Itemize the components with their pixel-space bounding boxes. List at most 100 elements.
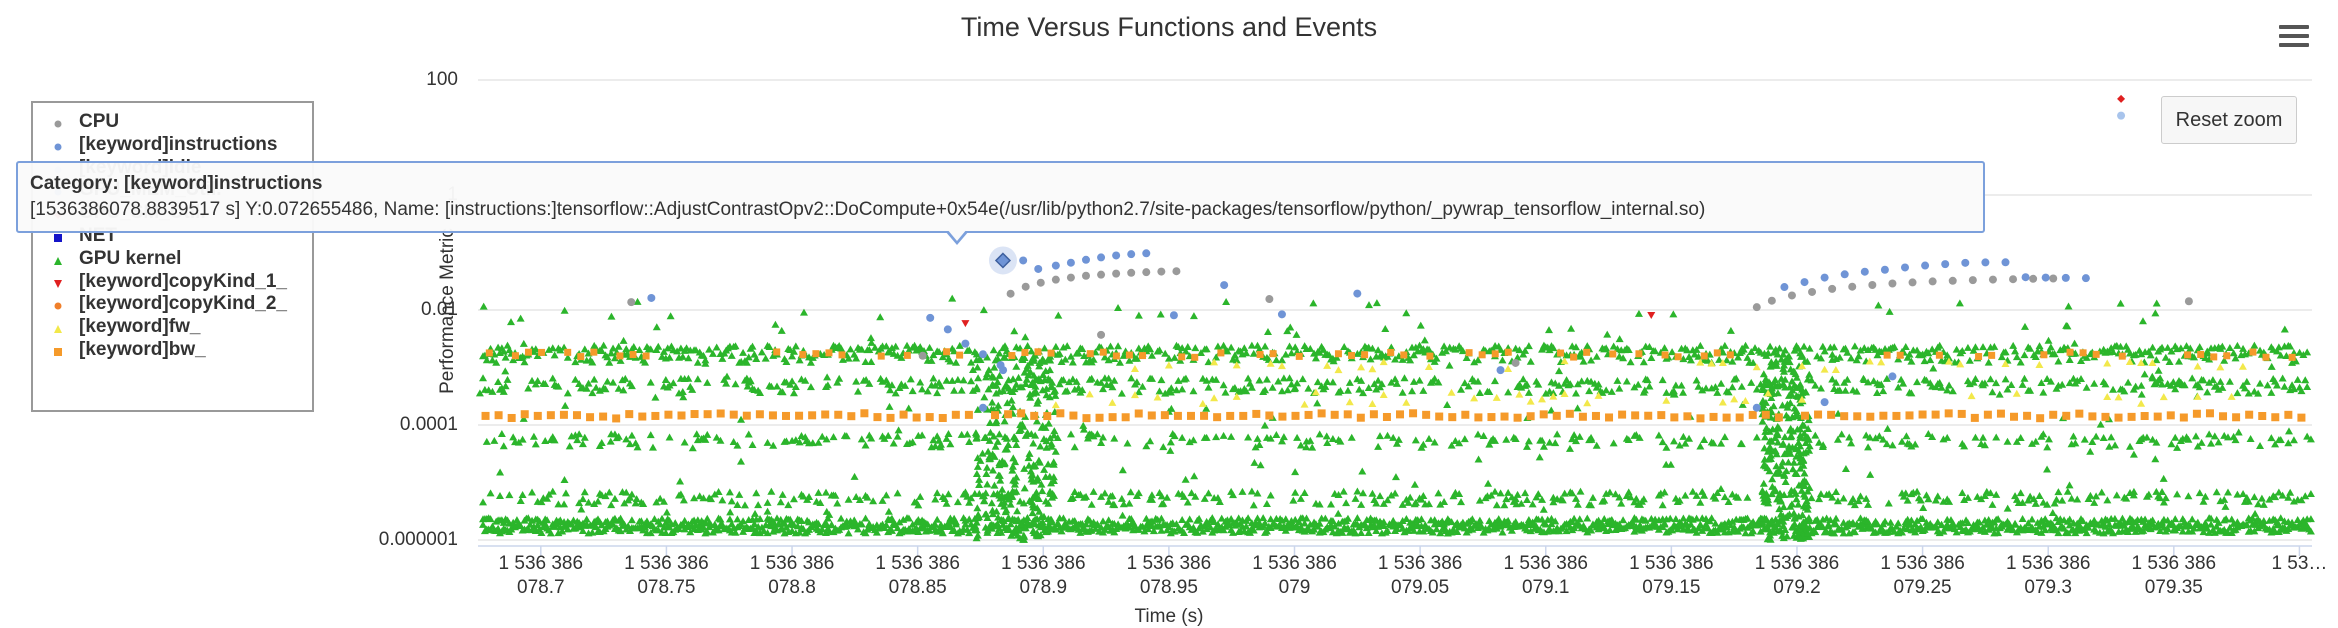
gpu-kernel-point: [1479, 431, 1488, 439]
bw-point: [1487, 413, 1496, 422]
gpu-kernel-point: [844, 354, 853, 362]
legend-item[interactable]: [keyword]instructions: [51, 134, 277, 156]
hamburger-menu-icon[interactable]: [2279, 25, 2309, 49]
gpu-kernel-point: [1504, 516, 1513, 524]
gpu-kernel-point: [1372, 499, 1381, 507]
gpu-kernel-point: [942, 499, 951, 507]
gpu-kernel-point: [981, 510, 990, 518]
gpu-kernel-point: [1044, 527, 1053, 535]
reset-zoom-button[interactable]: Reset zoom: [2161, 96, 2297, 144]
gpu-kernel-point: [1041, 423, 1050, 431]
gpu-kernel-point: [1799, 518, 1808, 526]
gpu-kernel-point: [969, 365, 978, 373]
gpu-kernel-point: [593, 497, 602, 505]
legend-item[interactable]: [keyword]bw_: [51, 339, 206, 361]
bw-point: [2075, 409, 2084, 418]
gpu-kernel-point: [2251, 509, 2260, 517]
legend-item[interactable]: [keyword]copyKind_1_: [51, 271, 287, 293]
gpu-kernel-point: [2254, 500, 2263, 508]
gpu-kernel-point: [609, 378, 618, 386]
gpu-kernel-point: [1864, 517, 1873, 525]
bw-point: [1491, 350, 1499, 358]
fw-point: [1583, 399, 1592, 407]
gpu-kernel-point: [1019, 516, 1028, 524]
gpu-kernel-point: [2214, 385, 2223, 393]
gpu-kernel-point: [2223, 433, 2232, 441]
gpu-kernel-point: [1779, 517, 1788, 525]
gpu-kernel-point: [2299, 351, 2308, 359]
gpu-kernel-point: [1671, 515, 1680, 523]
gpu-kernel-point: [2148, 435, 2157, 443]
gpu-kernel-point: [1387, 343, 1396, 351]
gpu-kernel-point: [997, 528, 1006, 536]
gpu-kernel-point: [1658, 376, 1667, 384]
gpu-kernel-point: [1419, 491, 1428, 499]
cpu-point: [1787, 291, 1796, 300]
fw-point: [1447, 388, 1456, 396]
gpu-kernel-point: [1261, 386, 1270, 394]
gpu-kernel-point: [1511, 495, 1520, 503]
gpu-kernel-point: [2063, 529, 2072, 537]
gpu-kernel-point: [1521, 489, 1530, 497]
gpu-kernel-point: [1711, 519, 1720, 527]
gpu-kernel-point: [988, 510, 997, 518]
gpu-kernel-point: [782, 437, 791, 445]
gpu-kernel-point: [2129, 491, 2138, 499]
bw-point: [586, 413, 595, 422]
gpu-kernel-point: [601, 492, 610, 500]
gpu-kernel-point: [1019, 531, 1028, 539]
gpu-kernel-point: [931, 381, 940, 389]
gpu-kernel-point: [981, 489, 990, 497]
gpu-kernel-point: [1759, 401, 1768, 409]
gpu-kernel-point: [1778, 440, 1787, 448]
gpu-kernel-point: [1913, 516, 1922, 524]
gpu-kernel-point: [2043, 500, 2052, 508]
gpu-kernel-point: [1785, 358, 1794, 366]
legend-item[interactable]: CPU: [51, 111, 119, 133]
gpu-kernel-point: [1628, 518, 1637, 526]
gpu-kernel-point: [1538, 345, 1547, 353]
gpu-kernel-point: [882, 491, 891, 499]
gpu-kernel-point: [1882, 440, 1891, 448]
gpu-kernel-point: [1779, 350, 1788, 358]
gpu-kernel-point: [870, 343, 879, 351]
gpu-kernel-point: [1771, 376, 1780, 384]
gpu-kernel-point: [1006, 387, 1015, 395]
gpu-kernel-point: [1789, 531, 1798, 539]
gpu-kernel-point: [1006, 500, 1015, 508]
gpu-kernel-point: [1249, 349, 1258, 357]
gpu-kernel-point: [994, 401, 1003, 409]
gpu-kernel-point: [1190, 472, 1199, 480]
gpu-kernel-point: [1313, 378, 1322, 386]
gpu-kernel-point: [1911, 528, 1920, 536]
gpu-kernel-point: [1973, 492, 1982, 500]
x-tick-label: 1 536 386 079.05: [1377, 553, 1463, 598]
legend-item[interactable]: [keyword]copyKind_2_: [51, 293, 287, 315]
bw-point: [1217, 349, 1225, 357]
gpu-kernel-point: [1440, 498, 1449, 506]
gpu-kernel-point: [1541, 520, 1550, 528]
gpu-kernel-point: [2003, 437, 2012, 445]
gpu-kernel-point: [1055, 349, 1064, 357]
bw-point: [1500, 412, 1509, 421]
gpu-kernel-point: [1050, 431, 1059, 439]
gpu-kernel-point: [1654, 431, 1663, 439]
legend-item[interactable]: [keyword]fw_: [51, 316, 200, 338]
legend-item[interactable]: GPU kernel: [51, 248, 181, 270]
gpu-kernel-point: [963, 430, 972, 438]
bw-point: [1278, 412, 1287, 421]
keyword-copykind-1-point: [1647, 311, 1656, 319]
gpu-kernel-point: [788, 377, 797, 385]
gpu-kernel-point: [1009, 433, 1018, 441]
gpu-kernel-point: [1108, 492, 1117, 500]
gpu-kernel-point: [1775, 505, 1784, 513]
gpu-kernel-point: [1986, 489, 1995, 497]
x-tick-label: 1 536 386 078.8: [749, 553, 835, 598]
fw-point: [2114, 393, 2123, 401]
gpu-kernel-point: [2158, 487, 2167, 495]
keyword-instructions-point: [1112, 251, 1121, 260]
gpu-kernel-point: [2203, 349, 2212, 357]
gpu-kernel-point: [1790, 346, 1799, 354]
gpu-kernel-point: [1852, 356, 1861, 364]
